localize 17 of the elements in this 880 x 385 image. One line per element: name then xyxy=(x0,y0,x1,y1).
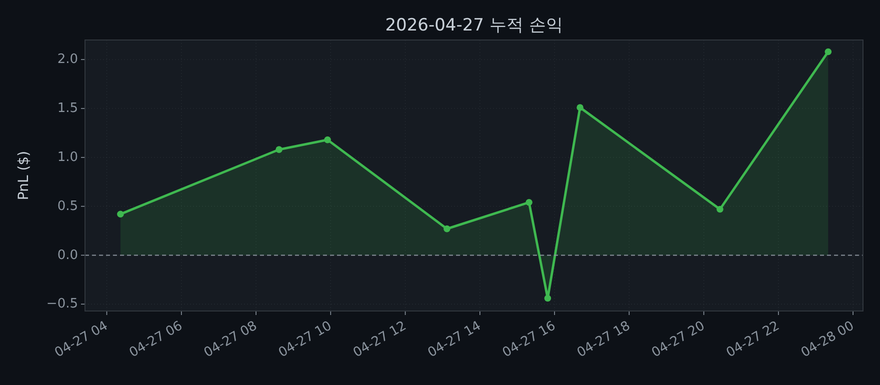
y-tick-label: 1.0 xyxy=(57,150,78,165)
point xyxy=(276,146,282,153)
point xyxy=(576,104,584,111)
point xyxy=(324,136,331,144)
y-tick-label: 0.5 xyxy=(57,198,78,214)
point xyxy=(716,206,724,213)
chart-title: 2026-04-27 누적 손익 xyxy=(385,16,563,36)
y-tick-label: −0.5 xyxy=(46,296,78,312)
point xyxy=(444,225,450,232)
y-tick-label: 0.0 xyxy=(57,248,78,263)
point xyxy=(117,210,124,218)
point xyxy=(824,48,832,56)
y-axis-title: PnL ($) xyxy=(16,150,32,200)
point xyxy=(544,294,552,302)
point xyxy=(526,199,532,206)
y-tick-label: 1.5 xyxy=(57,101,78,116)
y-tick-label: 2.0 xyxy=(57,52,78,68)
